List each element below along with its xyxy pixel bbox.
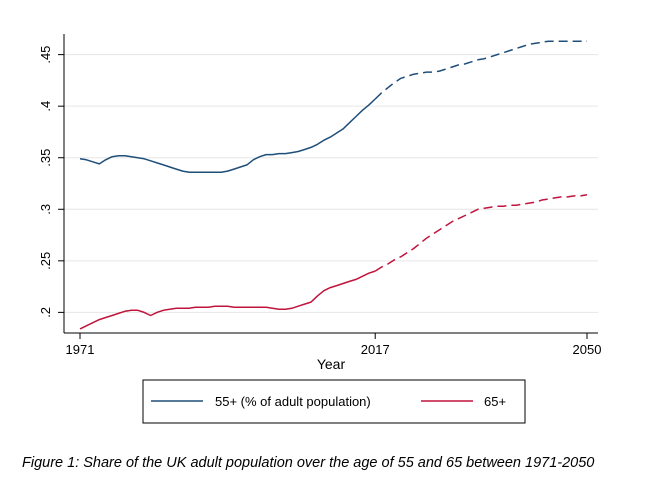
y-tick-label: .2 bbox=[38, 307, 53, 318]
series-layer bbox=[79, 40, 588, 330]
x-tick-label: 2017 bbox=[361, 342, 390, 357]
line-chart: .2 .25 .3 .35 .4 .45 1971 2017 2050 Year 55+ (%… bbox=[38, 34, 602, 424]
grid-lines bbox=[64, 54, 598, 313]
x-tick-label: 2050 bbox=[573, 342, 602, 357]
x-axis-title: Year bbox=[317, 356, 346, 372]
x-axis: 1971 2017 2050 bbox=[64, 332, 602, 357]
series-line-observed-1 bbox=[79, 270, 376, 330]
y-axis: .2 .25 .3 .35 .4 .45 bbox=[38, 34, 65, 333]
y-tick-label: .4 bbox=[38, 101, 53, 112]
y-tick-label: .35 bbox=[38, 149, 53, 167]
y-tick-label: .3 bbox=[38, 204, 53, 215]
figure-caption: Figure 1: Share of the UK adult populati… bbox=[22, 455, 595, 471]
legend: 55+ (% of adult population) 65+ bbox=[142, 379, 526, 424]
series-line-observed-0 bbox=[79, 98, 376, 173]
series-line-projected-0 bbox=[374, 40, 587, 100]
x-tick-label: 1971 bbox=[66, 342, 95, 357]
series-line-projected-1 bbox=[374, 194, 588, 272]
y-tick-label: .25 bbox=[38, 252, 53, 270]
legend-label-55-plus: 55+ (% of adult population) bbox=[215, 394, 371, 409]
legend-label-65-plus: 65+ bbox=[484, 394, 506, 409]
y-tick-label: .45 bbox=[38, 46, 53, 64]
